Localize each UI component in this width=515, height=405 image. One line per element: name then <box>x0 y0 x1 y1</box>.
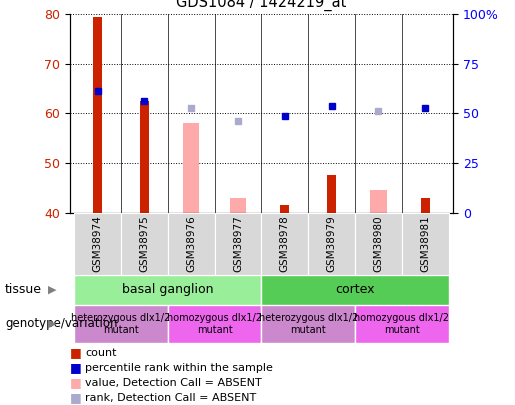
Title: GDS1084 / 1424219_at: GDS1084 / 1424219_at <box>176 0 347 11</box>
Bar <box>261 275 449 305</box>
Bar <box>280 205 289 213</box>
Text: ▶: ▶ <box>48 285 57 295</box>
Bar <box>370 190 387 213</box>
Bar <box>215 213 261 275</box>
Bar <box>421 198 430 213</box>
Bar <box>261 305 355 343</box>
Bar <box>183 123 199 213</box>
Text: ■: ■ <box>70 391 81 404</box>
Text: GSM38976: GSM38976 <box>186 215 196 273</box>
Text: percentile rank within the sample: percentile rank within the sample <box>85 362 273 373</box>
Text: GSM38978: GSM38978 <box>280 215 290 273</box>
Text: ▶: ▶ <box>48 319 57 329</box>
Bar <box>355 305 449 343</box>
Bar <box>168 305 261 343</box>
Bar <box>74 213 121 275</box>
Bar <box>402 213 449 275</box>
Text: heterozygous dlx1/2
mutant: heterozygous dlx1/2 mutant <box>259 313 358 335</box>
Bar <box>308 213 355 275</box>
Text: count: count <box>85 347 116 358</box>
Text: GSM38974: GSM38974 <box>93 215 102 273</box>
Bar <box>93 17 102 213</box>
Text: GSM38975: GSM38975 <box>140 215 149 273</box>
Bar <box>327 175 336 213</box>
Bar <box>140 101 149 213</box>
Text: GSM38977: GSM38977 <box>233 215 243 273</box>
Text: genotype/variation: genotype/variation <box>5 317 117 330</box>
Text: ■: ■ <box>70 361 81 374</box>
Text: basal ganglion: basal ganglion <box>122 284 214 296</box>
Text: GSM38980: GSM38980 <box>373 216 383 272</box>
Bar <box>230 198 246 213</box>
Bar <box>168 213 215 275</box>
Bar <box>355 213 402 275</box>
Bar <box>74 275 261 305</box>
Text: GSM38979: GSM38979 <box>327 215 336 273</box>
Text: homozygous dlx1/2
mutant: homozygous dlx1/2 mutant <box>167 313 262 335</box>
Text: ■: ■ <box>70 376 81 389</box>
Bar <box>121 213 168 275</box>
Text: homozygous dlx1/2
mutant: homozygous dlx1/2 mutant <box>354 313 449 335</box>
Bar <box>261 213 308 275</box>
Text: value, Detection Call = ABSENT: value, Detection Call = ABSENT <box>85 377 262 388</box>
Text: GSM38981: GSM38981 <box>420 215 430 273</box>
Text: cortex: cortex <box>335 284 375 296</box>
Text: heterozygous dlx1/2
mutant: heterozygous dlx1/2 mutant <box>72 313 170 335</box>
Text: rank, Detection Call = ABSENT: rank, Detection Call = ABSENT <box>85 392 256 403</box>
Text: ■: ■ <box>70 346 81 359</box>
Text: tissue: tissue <box>5 284 42 296</box>
Bar <box>74 305 168 343</box>
